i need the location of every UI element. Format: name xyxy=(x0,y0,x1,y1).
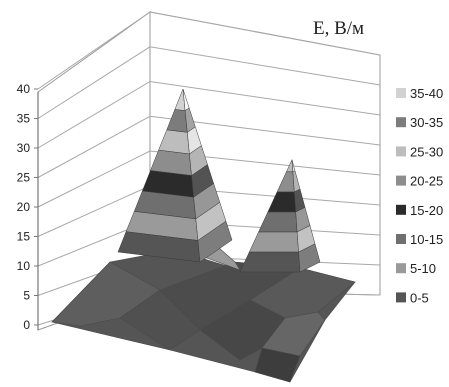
legend-swatch xyxy=(396,263,406,274)
surface xyxy=(51,88,356,383)
legend-swatch xyxy=(396,117,406,128)
legend-label: 10-15 xyxy=(410,232,443,247)
z-tick-label: 20 xyxy=(17,200,31,214)
peak-band xyxy=(291,159,296,173)
legend: 35-40 30-35 25-30 20-25 15-20 10-15 5-10 0-5 xyxy=(396,86,443,305)
gridline xyxy=(37,11,381,90)
gridline xyxy=(37,80,381,149)
legend-swatch xyxy=(396,234,406,244)
legend-swatch xyxy=(396,292,406,303)
legend-label: 30-35 xyxy=(410,115,443,130)
legend-label: 25-30 xyxy=(410,144,443,159)
legend-label: 35-40 xyxy=(410,86,443,101)
gridline xyxy=(37,115,381,178)
legend-label: 0-5 xyxy=(410,290,429,305)
z-tick-label: 25 xyxy=(17,171,31,185)
legend-label: 20-25 xyxy=(410,174,443,189)
legend-swatch xyxy=(396,88,406,98)
surface-facet xyxy=(261,311,326,357)
z-tick-label: 10 xyxy=(17,259,31,273)
surface-facet xyxy=(254,347,301,383)
z-tick-label: 5 xyxy=(23,289,30,303)
peak-band xyxy=(239,251,301,273)
z-tick-label: 15 xyxy=(17,230,31,244)
gridline xyxy=(37,150,381,208)
z-axis-unit-label: E, В/м xyxy=(313,18,364,39)
z-tick-label: 40 xyxy=(17,82,31,96)
legend-label: 5-10 xyxy=(410,261,436,276)
z-axis-ticks: 0 5 10 15 20 25 30 35 40 xyxy=(17,82,38,332)
legend-swatch xyxy=(396,175,406,186)
legend-label: 15-20 xyxy=(410,203,443,218)
z-tick-label: 0 xyxy=(23,318,30,332)
legend-swatch xyxy=(396,204,406,215)
z-tick-label: 35 xyxy=(17,112,31,126)
legend-swatch xyxy=(396,146,406,157)
peak-band xyxy=(182,88,190,112)
gridline xyxy=(37,46,381,119)
z-tick-label: 30 xyxy=(17,141,31,155)
